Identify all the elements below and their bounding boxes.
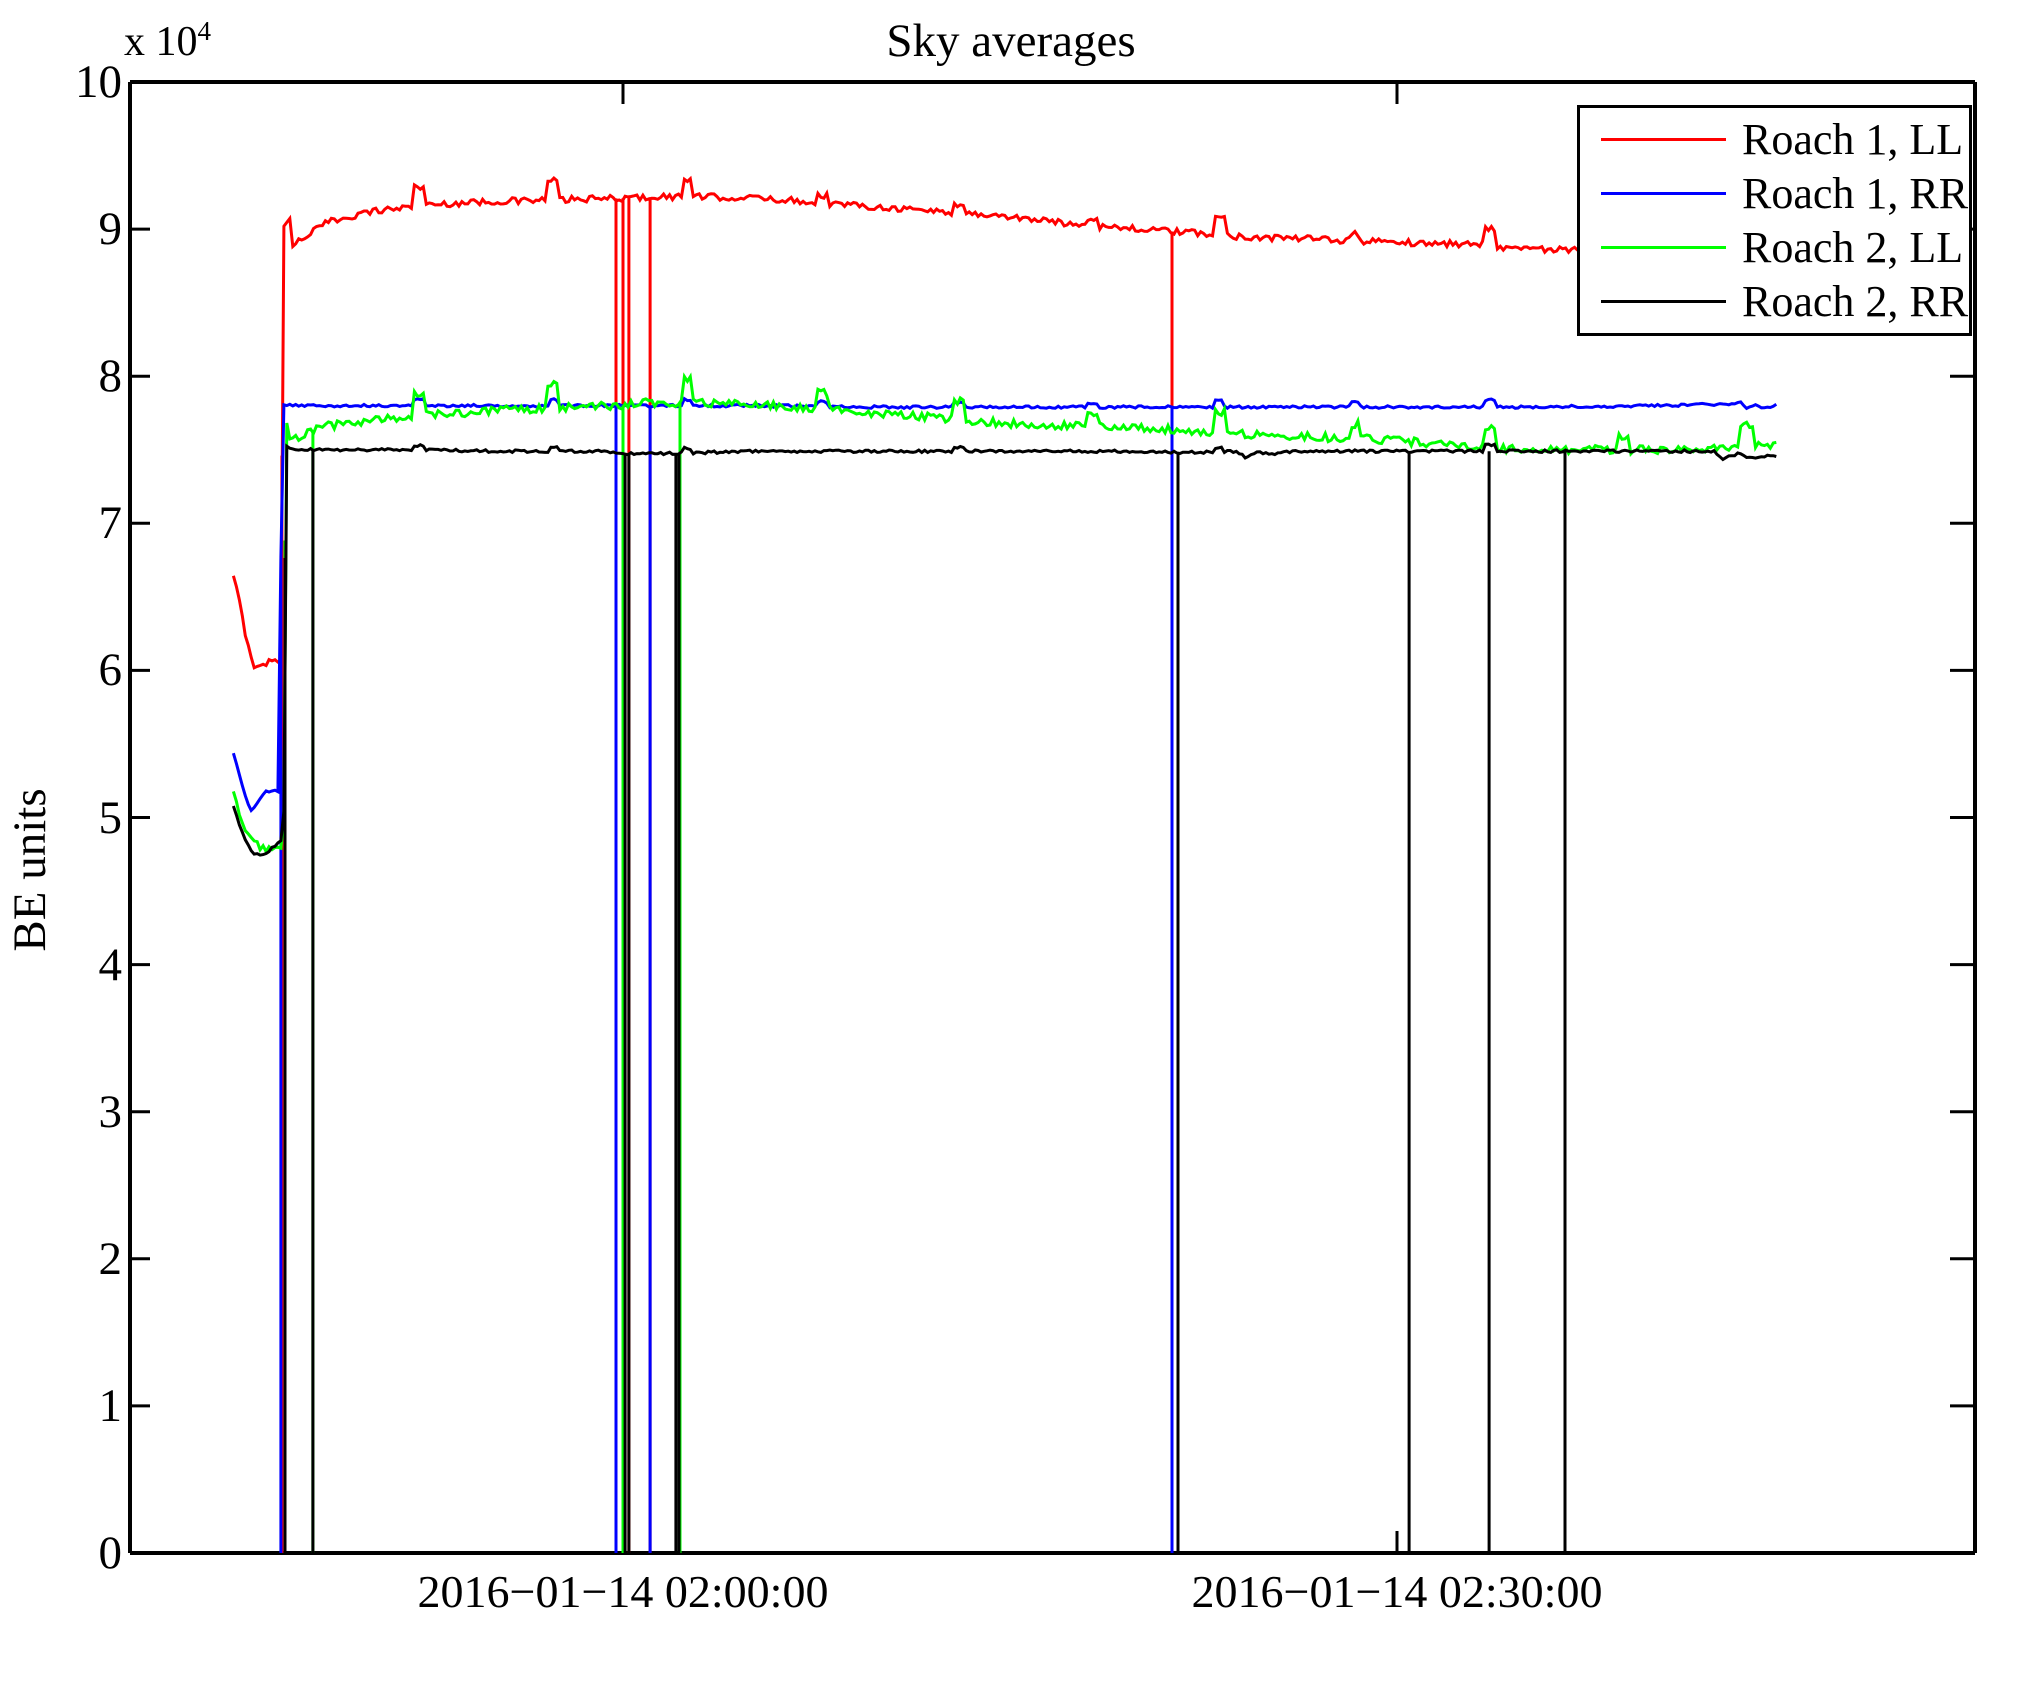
- x-tick-label-1: 2016−01−14 02:30:00: [1191, 1566, 1603, 1617]
- y-tick-label-2: 2: [98, 1232, 123, 1285]
- series-line-roach-2-rr: [231, 442, 1777, 1553]
- legend-label: Roach 1, RR: [1742, 169, 1969, 219]
- series-line-roach-1-ll: [231, 175, 1777, 1553]
- legend-label: Roach 2, RR: [1742, 276, 1969, 326]
- legend-line-sample: [1601, 192, 1726, 196]
- y-tick-label-10: 10: [75, 56, 122, 108]
- series-line-roach-2-ll: [231, 372, 1777, 1553]
- y-axis-multiplier-exponent: 4: [197, 16, 212, 46]
- y-axis-multiplier-base: x 10: [124, 19, 198, 65]
- legend-line-sample: [1601, 299, 1726, 303]
- legend: Roach 1, LL Roach 1, RR Roach 2, LL Roach 2…: [1577, 105, 1972, 336]
- y-tick-label-8: 8: [98, 350, 123, 403]
- y-tick-label-5: 5: [98, 791, 123, 844]
- legend-label: Roach 2, LL: [1742, 222, 1964, 272]
- legend-item-roach-1-ll: Roach 1, LL: [1580, 115, 1969, 165]
- y-tick-label-3: 3: [98, 1085, 123, 1138]
- legend-item-roach-2-ll: Roach 2, LL: [1580, 222, 1969, 272]
- legend-label: Roach 1, LL: [1742, 115, 1964, 165]
- y-tick-label-9: 9: [98, 203, 123, 256]
- y-tick-label-1: 1: [98, 1379, 123, 1432]
- y-tick-label-0: 0: [98, 1527, 123, 1579]
- legend-line-sample: [1601, 245, 1726, 249]
- y-tick-label-6: 6: [98, 644, 123, 697]
- legend-line-sample: [1601, 138, 1726, 142]
- y-tick-label-4: 4: [98, 938, 123, 991]
- x-tick-label-0: 2016−01−14 02:00:00: [417, 1566, 829, 1617]
- y-axis-multiplier: x 104: [124, 16, 211, 66]
- legend-item-roach-1-rr: Roach 1, RR: [1580, 169, 1969, 219]
- series-line-roach-1-rr: [231, 396, 1778, 1553]
- legend-item-roach-2-rr: Roach 2, RR: [1580, 276, 1969, 326]
- chart-title: Sky averages: [886, 15, 1136, 67]
- y-tick-label-7: 7: [98, 497, 123, 550]
